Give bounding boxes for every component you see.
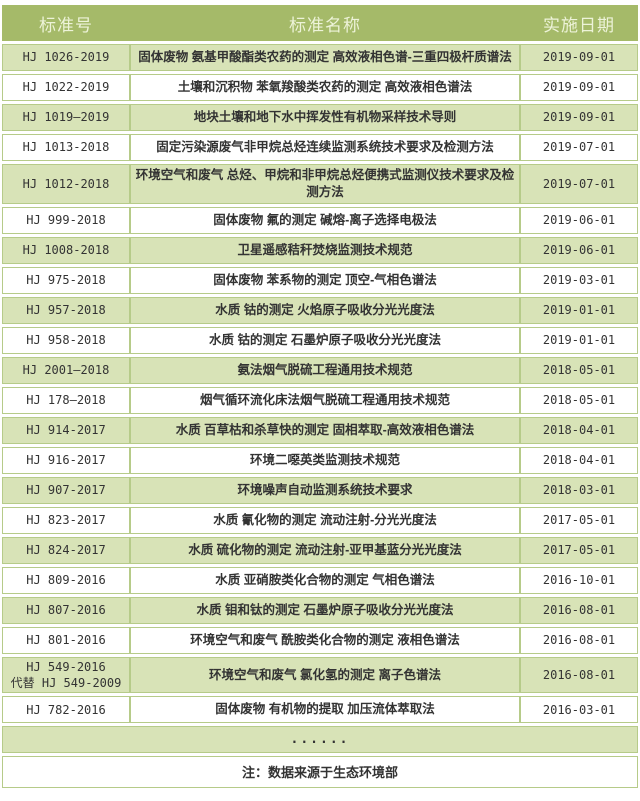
standard-name-cell: 水质 氰化物的测定 流动注射-分光光度法 (130, 507, 520, 534)
implementation-date-cell: 2018-05-01 (520, 357, 638, 384)
table-row: HJ 907-2017 环境噪声自动监测系统技术要求 2018-03-01 (2, 477, 638, 504)
standard-number-cell: HJ 957-2018 (2, 297, 130, 324)
standard-name-cell: 地块土壤和地下水中挥发性有机物采样技术导则 (130, 104, 520, 131)
table-row: HJ 1019—2019 地块土壤和地下水中挥发性有机物采样技术导则 2019-09… (2, 104, 638, 131)
standard-name-cell: 土壤和沉积物 苯氧羧酸类农药的测定 高效液相色谱法 (130, 74, 520, 101)
table-row: HJ 975-2018 固体废物 苯系物的测定 顶空-气相色谱法 2019-03-0… (2, 267, 638, 294)
table-row: HJ 1022-2019 土壤和沉积物 苯氧羧酸类农药的测定 高效液相色谱法 201… (2, 74, 638, 101)
header-standard-name: 标准名称 (130, 5, 520, 41)
standard-name-cell: 固体废物 氟的测定 碱熔-离子选择电极法 (130, 207, 520, 234)
table-row: HJ 1013-2018 固定污染源废气非甲烷总烃连续监测系统技术要求及检测方法 2… (2, 134, 638, 161)
standard-number-cell: HJ 782-2016 (2, 696, 130, 724)
standard-name-cell: 烟气循环流化床法烟气脱硫工程通用技术规范 (130, 387, 520, 414)
standard-number-cell: HJ 549-2016 代替 HJ 549-2009 (2, 657, 130, 694)
implementation-date-cell: 2018-04-01 (520, 447, 638, 474)
table-row: HJ 801-2016 环境空气和废气 酰胺类化合物的测定 液相色谱法 2016-0… (2, 627, 638, 654)
table-row: HJ 1012-2018 环境空气和废气 总烃、甲烷和非甲烷总烃便携式监测仪技术要… (2, 164, 638, 204)
standard-number-cell: HJ 801-2016 (2, 627, 130, 654)
standard-number-cell: HJ 824-2017 (2, 537, 130, 564)
implementation-date-cell: 2016-08-01 (520, 597, 638, 624)
standard-name-cell: 水质 钼和钛的测定 石墨炉原子吸收分光光度法 (130, 597, 520, 624)
implementation-date-cell: 2016-10-01 (520, 567, 638, 594)
implementation-date-cell: 2019-03-01 (520, 267, 638, 294)
implementation-date-cell: 2017-05-01 (520, 507, 638, 534)
table-row: HJ 914-2017 水质 百草枯和杀草快的测定 固相萃取-高效液相色谱法 201… (2, 417, 638, 444)
table-row: HJ 958-2018 水质 钴的测定 石墨炉原子吸收分光光度法 2019-01-0… (2, 327, 638, 354)
note-cell: 注：数据来源于生态环境部 (2, 756, 638, 789)
standard-number-cell: HJ 1008-2018 (2, 237, 130, 264)
ellipsis-row: ...... (2, 726, 638, 754)
standard-name-cell: 水质 钴的测定 火焰原子吸收分光光度法 (130, 297, 520, 324)
table-row: HJ 999-2018 固体废物 氟的测定 碱熔-离子选择电极法 2019-06-0… (2, 207, 638, 234)
table-row: HJ 1026-2019 固体废物 氨基甲酸酯类农药的测定 高效液相色谱-三重四极… (2, 44, 638, 71)
standard-name-cell: 环境空气和废气 氯化氢的测定 离子色谱法 (130, 657, 520, 694)
implementation-date-cell: 2019-06-01 (520, 237, 638, 264)
implementation-date-cell: 2018-04-01 (520, 417, 638, 444)
standard-name-cell: 环境空气和废气 总烃、甲烷和非甲烷总烃便携式监测仪技术要求及检测方法 (130, 164, 520, 204)
table-row: HJ 178—2018 烟气循环流化床法烟气脱硫工程通用技术规范 2018-05-0… (2, 387, 638, 414)
implementation-date-cell: 2019-07-01 (520, 134, 638, 161)
standard-number-cell: HJ 178—2018 (2, 387, 130, 414)
standard-number-cell: HJ 809-2016 (2, 567, 130, 594)
standard-number-cell: HJ 975-2018 (2, 267, 130, 294)
implementation-date-cell: 2019-06-01 (520, 207, 638, 234)
implementation-date-cell: 2018-03-01 (520, 477, 638, 504)
table-row: HJ 2001—2018 氨法烟气脱硫工程通用技术规范 2018-05-01 (2, 357, 638, 384)
header-implementation-date: 实施日期 (520, 5, 638, 41)
standard-name-cell: 固体废物 有机物的提取 加压流体萃取法 (130, 696, 520, 724)
standard-number-cell: HJ 823-2017 (2, 507, 130, 534)
standard-name-cell: 固体废物 氨基甲酸酯类农药的测定 高效液相色谱-三重四极杆质谱法 (130, 44, 520, 71)
implementation-date-cell: 2016-03-01 (520, 696, 638, 724)
header-row: 标准号 标准名称 实施日期 (2, 5, 638, 41)
note-row: 注：数据来源于生态环境部 (2, 756, 638, 789)
ellipsis-cell: ...... (2, 726, 638, 754)
table-row: HJ 782-2016 固体废物 有机物的提取 加压流体萃取法 2016-03-01 (2, 696, 638, 724)
implementation-date-cell: 2019-09-01 (520, 104, 638, 131)
table-row: HJ 823-2017 水质 氰化物的测定 流动注射-分光光度法 2017-05-0… (2, 507, 638, 534)
table-row: HJ 809-2016 水质 亚硝胺类化合物的测定 气相色谱法 2016-10-01 (2, 567, 638, 594)
standard-name-cell: 固定污染源废气非甲烷总烃连续监测系统技术要求及检测方法 (130, 134, 520, 161)
standard-number-cell: HJ 2001—2018 (2, 357, 130, 384)
standard-number-cell: HJ 1022-2019 (2, 74, 130, 101)
standards-table: 标准号 标准名称 实施日期 HJ 1026-2019 固体废物 氨基甲酸酯类农药的… (2, 2, 638, 791)
table-row: HJ 824-2017 水质 硫化物的测定 流动注射-亚甲基蓝分光光度法 2017-… (2, 537, 638, 564)
implementation-date-cell: 2019-07-01 (520, 164, 638, 204)
standard-number-cell: HJ 907-2017 (2, 477, 130, 504)
standard-number-cell: HJ 1019—2019 (2, 104, 130, 131)
standard-name-cell: 卫星遥感秸秆焚烧监测技术规范 (130, 237, 520, 264)
implementation-date-cell: 2019-09-01 (520, 44, 638, 71)
standard-name-cell: 水质 硫化物的测定 流动注射-亚甲基蓝分光光度法 (130, 537, 520, 564)
standard-name-cell: 固体废物 苯系物的测定 顶空-气相色谱法 (130, 267, 520, 294)
standard-name-cell: 环境二噁英类监测技术规范 (130, 447, 520, 474)
standard-name-cell: 环境噪声自动监测系统技术要求 (130, 477, 520, 504)
header-standard-number: 标准号 (2, 5, 130, 41)
standard-number-cell: HJ 914-2017 (2, 417, 130, 444)
implementation-date-cell: 2019-09-01 (520, 74, 638, 101)
standard-number-cell: HJ 916-2017 (2, 447, 130, 474)
standard-name-cell: 水质 百草枯和杀草快的测定 固相萃取-高效液相色谱法 (130, 417, 520, 444)
implementation-date-cell: 2019-01-01 (520, 327, 638, 354)
implementation-date-cell: 2018-05-01 (520, 387, 638, 414)
table-row: HJ 549-2016 代替 HJ 549-2009 环境空气和废气 氯化氢的测定… (2, 657, 638, 694)
standard-number-cell: HJ 958-2018 (2, 327, 130, 354)
standard-name-cell: 水质 亚硝胺类化合物的测定 气相色谱法 (130, 567, 520, 594)
standard-number-cell: HJ 1013-2018 (2, 134, 130, 161)
table-row: HJ 957-2018 水质 钴的测定 火焰原子吸收分光光度法 2019-01-01 (2, 297, 638, 324)
standard-number-cell: HJ 1026-2019 (2, 44, 130, 71)
implementation-date-cell: 2019-01-01 (520, 297, 638, 324)
table-row: HJ 807-2016 水质 钼和钛的测定 石墨炉原子吸收分光光度法 2016-08… (2, 597, 638, 624)
standard-name-cell: 水质 钴的测定 石墨炉原子吸收分光光度法 (130, 327, 520, 354)
standard-name-cell: 环境空气和废气 酰胺类化合物的测定 液相色谱法 (130, 627, 520, 654)
standard-name-cell: 氨法烟气脱硫工程通用技术规范 (130, 357, 520, 384)
implementation-date-cell: 2016-08-01 (520, 627, 638, 654)
standard-number-cell: HJ 807-2016 (2, 597, 130, 624)
table-row: HJ 916-2017 环境二噁英类监测技术规范 2018-04-01 (2, 447, 638, 474)
implementation-date-cell: 2016-08-01 (520, 657, 638, 694)
standard-number-cell: HJ 999-2018 (2, 207, 130, 234)
table-row: HJ 1008-2018 卫星遥感秸秆焚烧监测技术规范 2019-06-01 (2, 237, 638, 264)
standard-number-cell: HJ 1012-2018 (2, 164, 130, 204)
implementation-date-cell: 2017-05-01 (520, 537, 638, 564)
